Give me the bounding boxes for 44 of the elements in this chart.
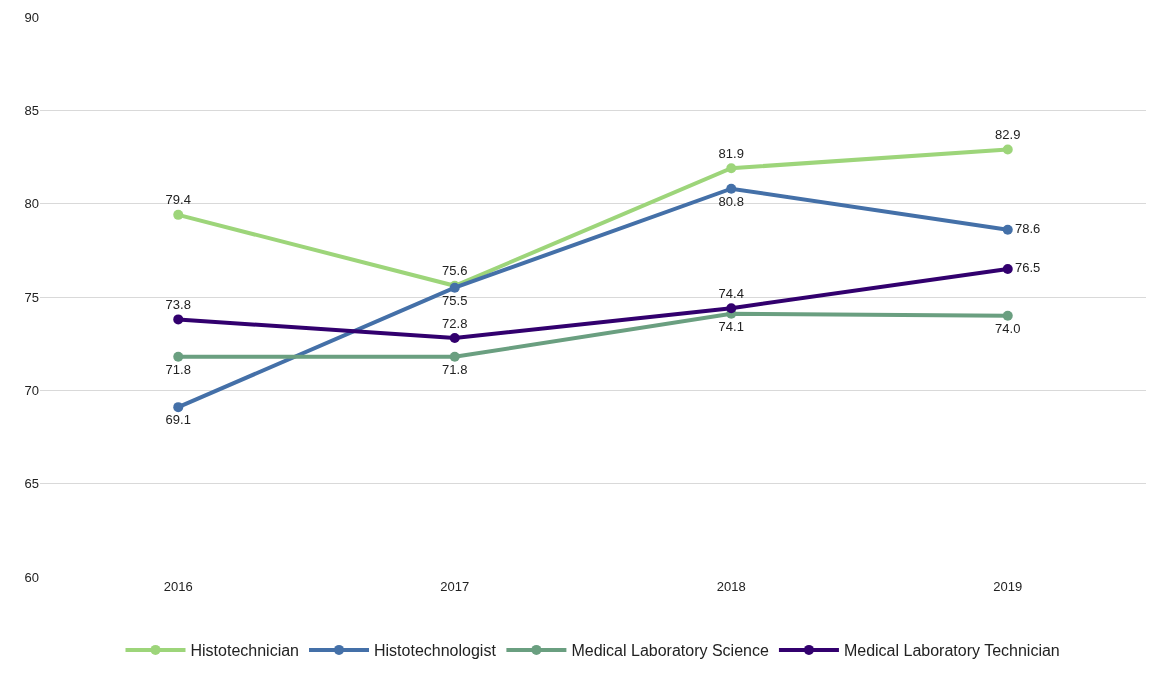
legend-label: Medical Laboratory Technician [843, 642, 1060, 660]
point [1002, 144, 1013, 155]
y-tick-label: 85 [24, 102, 39, 118]
point [1002, 310, 1013, 321]
data-label: 75.5 [442, 292, 468, 308]
point [173, 351, 184, 362]
x-tick-label: 2017 [440, 579, 470, 594]
y-tick-label: 65 [24, 476, 39, 492]
y-tick-label: 80 [24, 196, 39, 212]
data-label: 80.8 [718, 193, 744, 209]
legend-label: Histotechnologist [374, 642, 497, 660]
y-tick-label: 75 [24, 289, 39, 305]
point [173, 402, 184, 413]
legend-label: Histotechnician [190, 642, 299, 660]
legend-label: Medical Laboratory Science [571, 642, 769, 660]
x-tick-label: 2019 [993, 579, 1023, 594]
point [726, 183, 737, 194]
x-tick-label: 2018 [716, 579, 746, 594]
y-tick-label: 70 [24, 382, 39, 398]
point [173, 314, 184, 325]
point [449, 351, 460, 362]
x-tick-label: 2016 [163, 579, 193, 594]
point [726, 303, 737, 314]
data-label: 81.9 [718, 145, 744, 161]
data-label: 73.8 [165, 296, 191, 312]
y-tick-label: 60 [24, 569, 39, 585]
data-label: 75.6 [442, 263, 468, 279]
data-label: 76.5 [1015, 260, 1041, 276]
data-label: 72.8 [442, 315, 468, 331]
data-label: 79.4 [165, 192, 191, 208]
data-label: 74.0 [995, 320, 1021, 336]
data-label: 78.6 [1015, 221, 1041, 237]
point [1002, 264, 1013, 274]
data-label: 69.1 [165, 412, 191, 428]
point [726, 163, 737, 174]
data-label: 82.9 [995, 127, 1021, 143]
point [1002, 224, 1013, 235]
point [173, 209, 184, 220]
data-label: 71.8 [442, 361, 468, 377]
data-label: 74.4 [718, 285, 744, 301]
data-label: 71.8 [165, 361, 191, 377]
data-label: 74.1 [718, 318, 744, 334]
y-tick-label: 90 [24, 9, 39, 25]
point [449, 333, 460, 344]
